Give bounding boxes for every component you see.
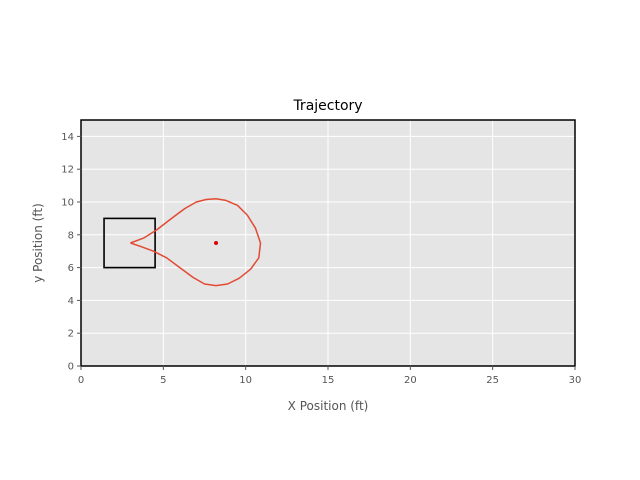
y-tick-label: 14 xyxy=(61,132,74,143)
y-tick-label: 0 xyxy=(68,362,74,373)
plot-area: 0 5 10 15 20 25 30 0 2 4 6 8 10 12 14 xyxy=(61,119,582,386)
x-tick-label: 5 xyxy=(160,375,166,386)
bounding-box xyxy=(103,217,156,269)
y-tick-label: 6 xyxy=(68,263,74,274)
x-tick-label: 15 xyxy=(322,375,335,386)
x-tick-label: 25 xyxy=(486,375,499,386)
x-tick-label: 30 xyxy=(569,375,582,386)
chart-title: Trajectory xyxy=(292,98,362,114)
x-tick-label: 10 xyxy=(239,375,252,386)
center-marker xyxy=(214,241,219,245)
y-tick-label: 4 xyxy=(68,296,74,307)
y-tick-label: 12 xyxy=(61,165,74,176)
trajectory-line xyxy=(130,197,262,287)
y-axis-label: y Position (ft) xyxy=(31,203,45,283)
y-tick-label: 2 xyxy=(68,329,74,340)
x-tick-label: 20 xyxy=(404,375,417,386)
y-tick-label: 10 xyxy=(61,198,74,209)
x-tick-label: 0 xyxy=(78,375,84,386)
y-tick-label: 8 xyxy=(68,230,74,241)
x-axis-label: X Position (ft) xyxy=(288,399,369,413)
